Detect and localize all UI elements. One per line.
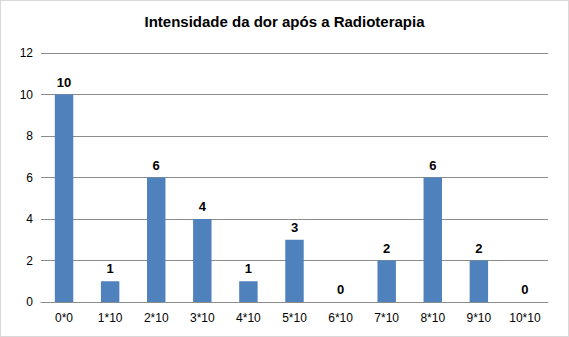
svg-text:4*10: 4*10 xyxy=(236,311,261,325)
svg-text:1: 1 xyxy=(245,261,252,276)
svg-text:2*10: 2*10 xyxy=(144,311,169,325)
svg-text:4: 4 xyxy=(199,199,207,214)
svg-text:6: 6 xyxy=(153,158,160,173)
svg-text:1: 1 xyxy=(107,261,114,276)
svg-text:8: 8 xyxy=(26,129,33,143)
svg-text:2: 2 xyxy=(383,241,390,256)
svg-text:0: 0 xyxy=(337,282,344,297)
svg-text:0: 0 xyxy=(521,282,528,297)
svg-text:3*10: 3*10 xyxy=(190,311,215,325)
svg-text:1*10: 1*10 xyxy=(98,311,123,325)
svg-text:9*10: 9*10 xyxy=(467,311,492,325)
svg-text:0: 0 xyxy=(26,295,33,309)
svg-text:0*0: 0*0 xyxy=(55,311,73,325)
svg-text:3: 3 xyxy=(291,220,298,235)
svg-text:2: 2 xyxy=(26,254,33,268)
svg-text:Intensidade da dor após a Radi: Intensidade da dor após a Radioterapia xyxy=(144,13,425,30)
svg-text:10: 10 xyxy=(57,75,71,90)
svg-text:7*10: 7*10 xyxy=(374,311,399,325)
svg-text:10: 10 xyxy=(20,88,34,102)
svg-text:6*10: 6*10 xyxy=(328,311,353,325)
svg-text:10*10: 10*10 xyxy=(509,311,541,325)
svg-text:6: 6 xyxy=(429,158,436,173)
svg-text:2: 2 xyxy=(475,241,482,256)
svg-text:8*10: 8*10 xyxy=(420,311,445,325)
svg-text:4: 4 xyxy=(26,212,33,226)
svg-text:12: 12 xyxy=(20,46,34,60)
svg-text:5*10: 5*10 xyxy=(282,311,307,325)
svg-text:6: 6 xyxy=(26,171,33,185)
